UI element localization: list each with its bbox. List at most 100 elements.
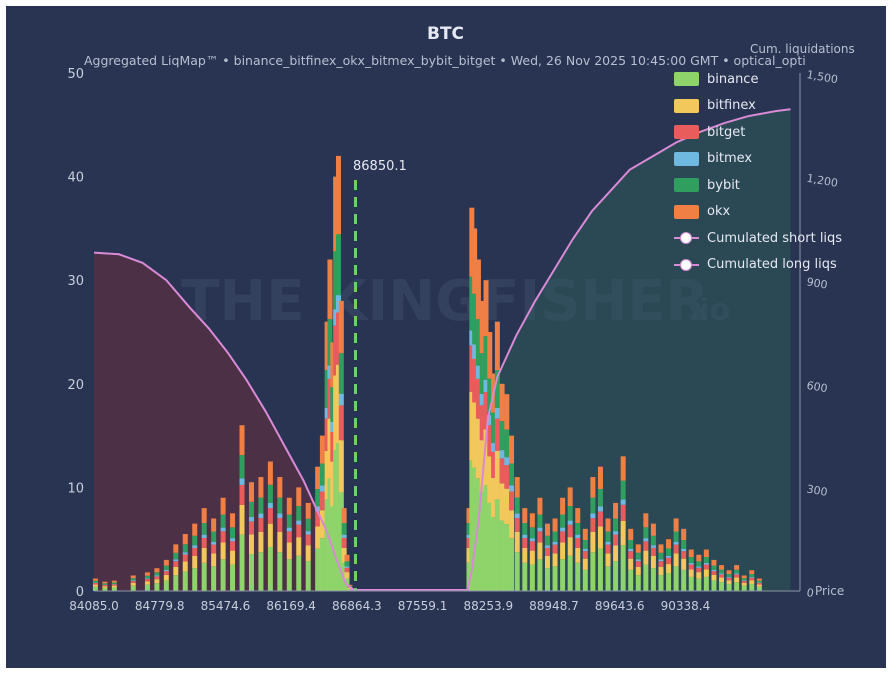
- legend-item-binance[interactable]: binance: [674, 66, 842, 93]
- liq-bar-segment: [479, 300, 485, 354]
- liq-bar-segment: [338, 405, 344, 441]
- liq-bar-segment: [756, 583, 762, 585]
- liq-bar-segment: [173, 559, 179, 562]
- liq-bar-segment: [163, 580, 169, 591]
- liq-bar-segment: [605, 566, 611, 591]
- liq-bar-segment: [201, 537, 207, 548]
- liq-bar-segment: [305, 502, 311, 519]
- liq-bar-segment: [330, 342, 336, 388]
- liq-bar-segment: [688, 562, 694, 565]
- liq-bar-segment: [544, 568, 550, 591]
- liq-bar-segment: [163, 571, 169, 575]
- liq-bar-segment: [719, 569, 725, 574]
- liq-bar-segment: [182, 552, 188, 555]
- liq-bar-segment: [658, 559, 664, 562]
- y-right-tick-label: 900: [806, 275, 829, 291]
- liq-bar-segment: [734, 565, 740, 570]
- liq-bar-segment: [504, 429, 510, 458]
- liq-bar-segment: [726, 574, 732, 577]
- liq-bar-segment: [230, 538, 236, 542]
- legend-item-okx[interactable]: okx: [674, 199, 842, 226]
- liq-bar-segment: [711, 580, 717, 591]
- liq-bar-segment: [239, 455, 245, 479]
- liq-bar-segment: [650, 535, 656, 546]
- liq-bar-segment: [173, 561, 179, 567]
- liq-bar-segment: [719, 574, 725, 578]
- liq-bar-segment: [494, 418, 500, 451]
- liq-bar-segment: [173, 544, 179, 553]
- liq-bar-segment: [666, 539, 672, 549]
- liq-bar-segment: [483, 429, 489, 486]
- liq-bar-segment: [522, 523, 528, 535]
- liq-bar-segment: [703, 564, 709, 570]
- liq-bar-segment: [92, 580, 98, 583]
- liq-bar-segment: [620, 480, 626, 500]
- x-tick-label: 86169.4: [266, 599, 316, 613]
- liq-bar-segment: [643, 564, 649, 591]
- legend-item-bitmex[interactable]: bitmex: [674, 146, 842, 173]
- liq-bar-segment: [239, 484, 245, 505]
- liq-bar-segment: [529, 550, 535, 565]
- liq-bar-segment: [537, 514, 543, 528]
- legend-item-bitfinex[interactable]: bitfinex: [674, 93, 842, 120]
- liq-bar-segment: [479, 492, 485, 591]
- liq-bar-segment: [544, 523, 550, 536]
- legend-swatch: [674, 72, 699, 87]
- liq-bar-segment: [248, 501, 254, 518]
- liq-bar-segment: [494, 499, 500, 591]
- liq-bar-segment: [341, 523, 347, 535]
- legend-item-bybit[interactable]: bybit: [674, 172, 842, 199]
- liq-bar-segment: [211, 518, 217, 532]
- liq-bar-segment: [192, 547, 198, 556]
- liq-bar-segment: [635, 575, 641, 591]
- legend-label: Cumulated short liqs: [707, 230, 843, 246]
- liq-bar-segment: [305, 531, 311, 535]
- liq-bar-segment: [620, 504, 626, 521]
- liq-bar-segment: [475, 418, 481, 479]
- liq-bar-segment: [487, 378, 493, 415]
- liq-bar-segment: [315, 526, 321, 549]
- liq-bar-segment: [483, 392, 489, 430]
- liq-bar-segment: [756, 580, 762, 583]
- liq-bar-segment: [491, 517, 497, 591]
- liq-bar-segment: [719, 577, 725, 583]
- liq-bar-segment: [324, 321, 330, 371]
- liq-bar-segment: [504, 457, 510, 466]
- legend-label: bitget: [707, 124, 746, 140]
- liq-bar-segment: [324, 450, 330, 500]
- liq-bar-segment: [567, 524, 573, 538]
- liq-bar-segment: [537, 542, 543, 560]
- liq-bar-segment: [529, 564, 535, 591]
- liq-bar-segment: [726, 577, 732, 581]
- liq-bar-segment: [620, 545, 626, 591]
- liq-bar-segment: [567, 487, 573, 507]
- liq-bar-segment: [483, 485, 489, 591]
- liq-bar-segment: [613, 502, 619, 519]
- liq-bar-segment: [734, 569, 740, 574]
- liq-bar-segment: [529, 541, 535, 551]
- y-left-tick-label: 30: [67, 274, 84, 289]
- liq-bar-segment: [102, 581, 108, 584]
- y-left-tick-label: 20: [67, 378, 84, 393]
- liq-bar-segment: [330, 387, 336, 422]
- liq-bar-segment: [560, 497, 566, 515]
- y-right-tick-label: 0: [806, 586, 815, 600]
- liq-bar-segment: [726, 583, 732, 591]
- legend-item-short-liqs[interactable]: Cumulated short liqs: [674, 225, 842, 252]
- liq-bar-segment: [605, 553, 611, 567]
- liq-bar-segment: [522, 537, 528, 548]
- liq-bar-segment: [475, 259, 481, 320]
- liq-bar-segment: [479, 353, 485, 394]
- liq-bar-segment: [643, 538, 649, 542]
- legend-item-bitget[interactable]: bitget: [674, 119, 842, 146]
- liq-bar-segment: [286, 497, 292, 515]
- y-right-tick-label: 1,200: [806, 172, 839, 190]
- liq-bar-segment: [102, 585, 108, 587]
- liq-bar-segment: [749, 577, 755, 581]
- liq-bar-segment: [487, 456, 493, 503]
- liq-bar-segment: [111, 585, 117, 588]
- liq-bar-segment: [201, 534, 207, 538]
- liq-bar-segment: [472, 402, 478, 468]
- legend-item-long-liqs[interactable]: Cumulated long liqs: [674, 252, 842, 279]
- legend-swatch: [674, 125, 699, 140]
